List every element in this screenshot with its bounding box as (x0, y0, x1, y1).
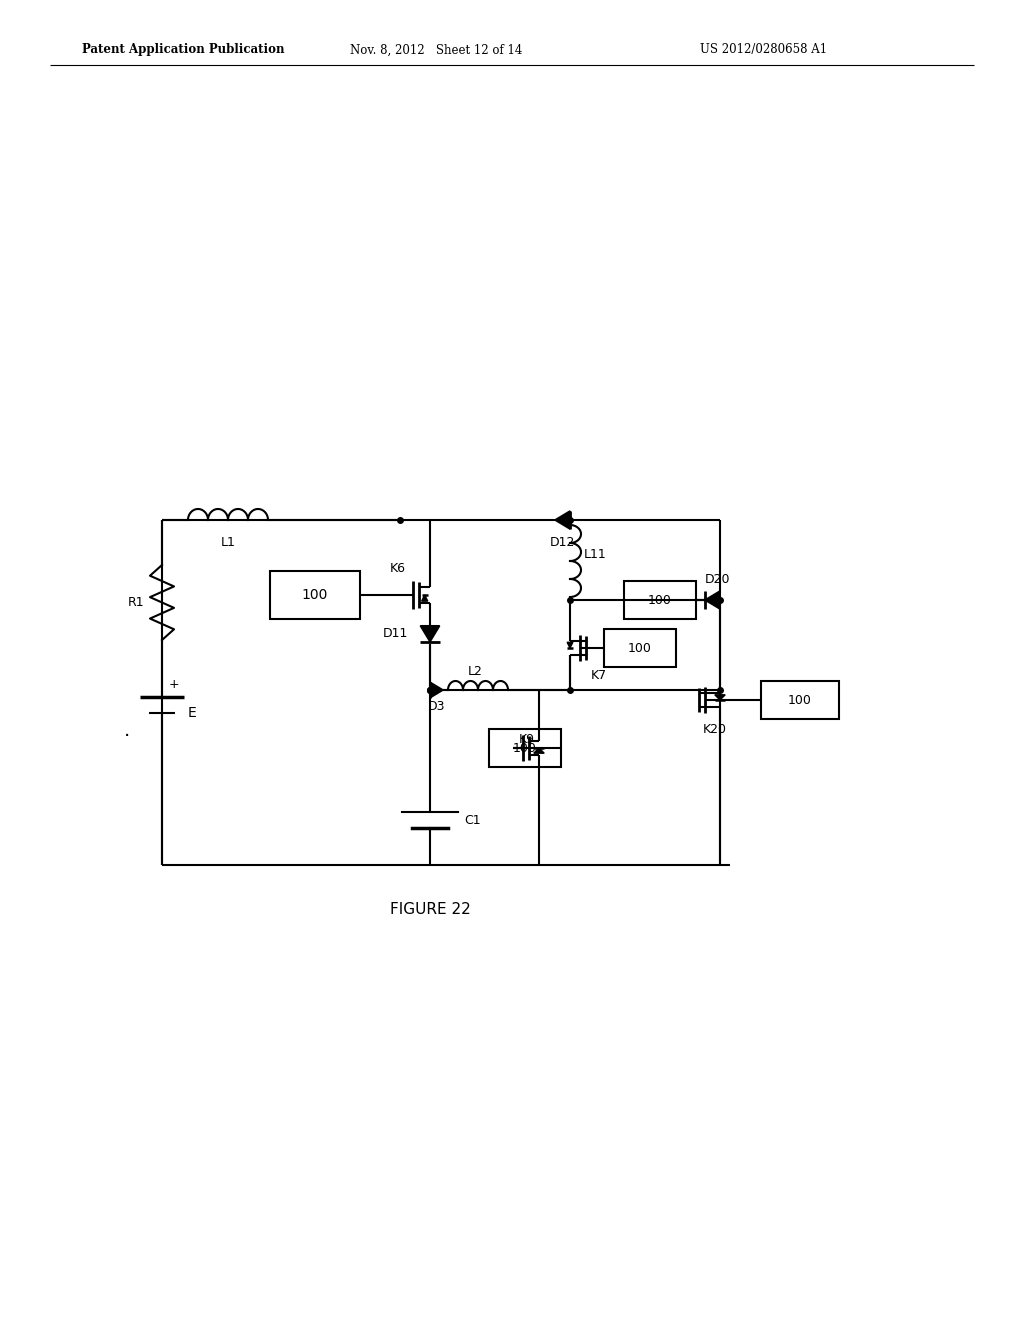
Bar (604, 630, 676, 667)
Polygon shape (567, 643, 572, 648)
Polygon shape (534, 748, 544, 754)
Text: +: + (169, 678, 179, 692)
Polygon shape (421, 626, 439, 642)
Text: K6: K6 (390, 562, 406, 576)
Text: US 2012/0280658 A1: US 2012/0280658 A1 (700, 44, 827, 57)
Text: 100: 100 (628, 642, 652, 655)
Polygon shape (555, 511, 570, 529)
Text: 100: 100 (513, 742, 537, 755)
Polygon shape (705, 591, 720, 609)
Text: D12: D12 (550, 536, 575, 549)
Text: L11: L11 (584, 549, 607, 561)
Polygon shape (715, 694, 725, 700)
Text: 100: 100 (648, 594, 672, 606)
Text: Patent Application Publication: Patent Application Publication (82, 44, 285, 57)
Text: 100: 100 (302, 587, 328, 602)
Text: D3: D3 (428, 700, 445, 713)
Polygon shape (422, 595, 428, 601)
Text: D11: D11 (383, 627, 408, 640)
Text: E: E (188, 706, 197, 719)
Text: K7: K7 (591, 669, 607, 682)
Bar (489, 729, 561, 767)
Text: K9: K9 (519, 733, 535, 746)
Bar (761, 681, 839, 719)
Text: K20: K20 (703, 723, 727, 737)
Bar (270, 572, 360, 619)
Text: Nov. 8, 2012   Sheet 12 of 14: Nov. 8, 2012 Sheet 12 of 14 (350, 44, 522, 57)
Text: 100: 100 (788, 693, 812, 706)
Text: .: . (124, 721, 130, 739)
Bar (624, 581, 696, 619)
Text: C1: C1 (464, 813, 480, 826)
Text: L2: L2 (468, 665, 483, 678)
Text: FIGURE 22: FIGURE 22 (389, 903, 470, 917)
Text: R1: R1 (127, 597, 144, 609)
Polygon shape (430, 682, 443, 698)
Text: D20: D20 (705, 573, 730, 586)
Text: L1: L1 (220, 536, 236, 549)
